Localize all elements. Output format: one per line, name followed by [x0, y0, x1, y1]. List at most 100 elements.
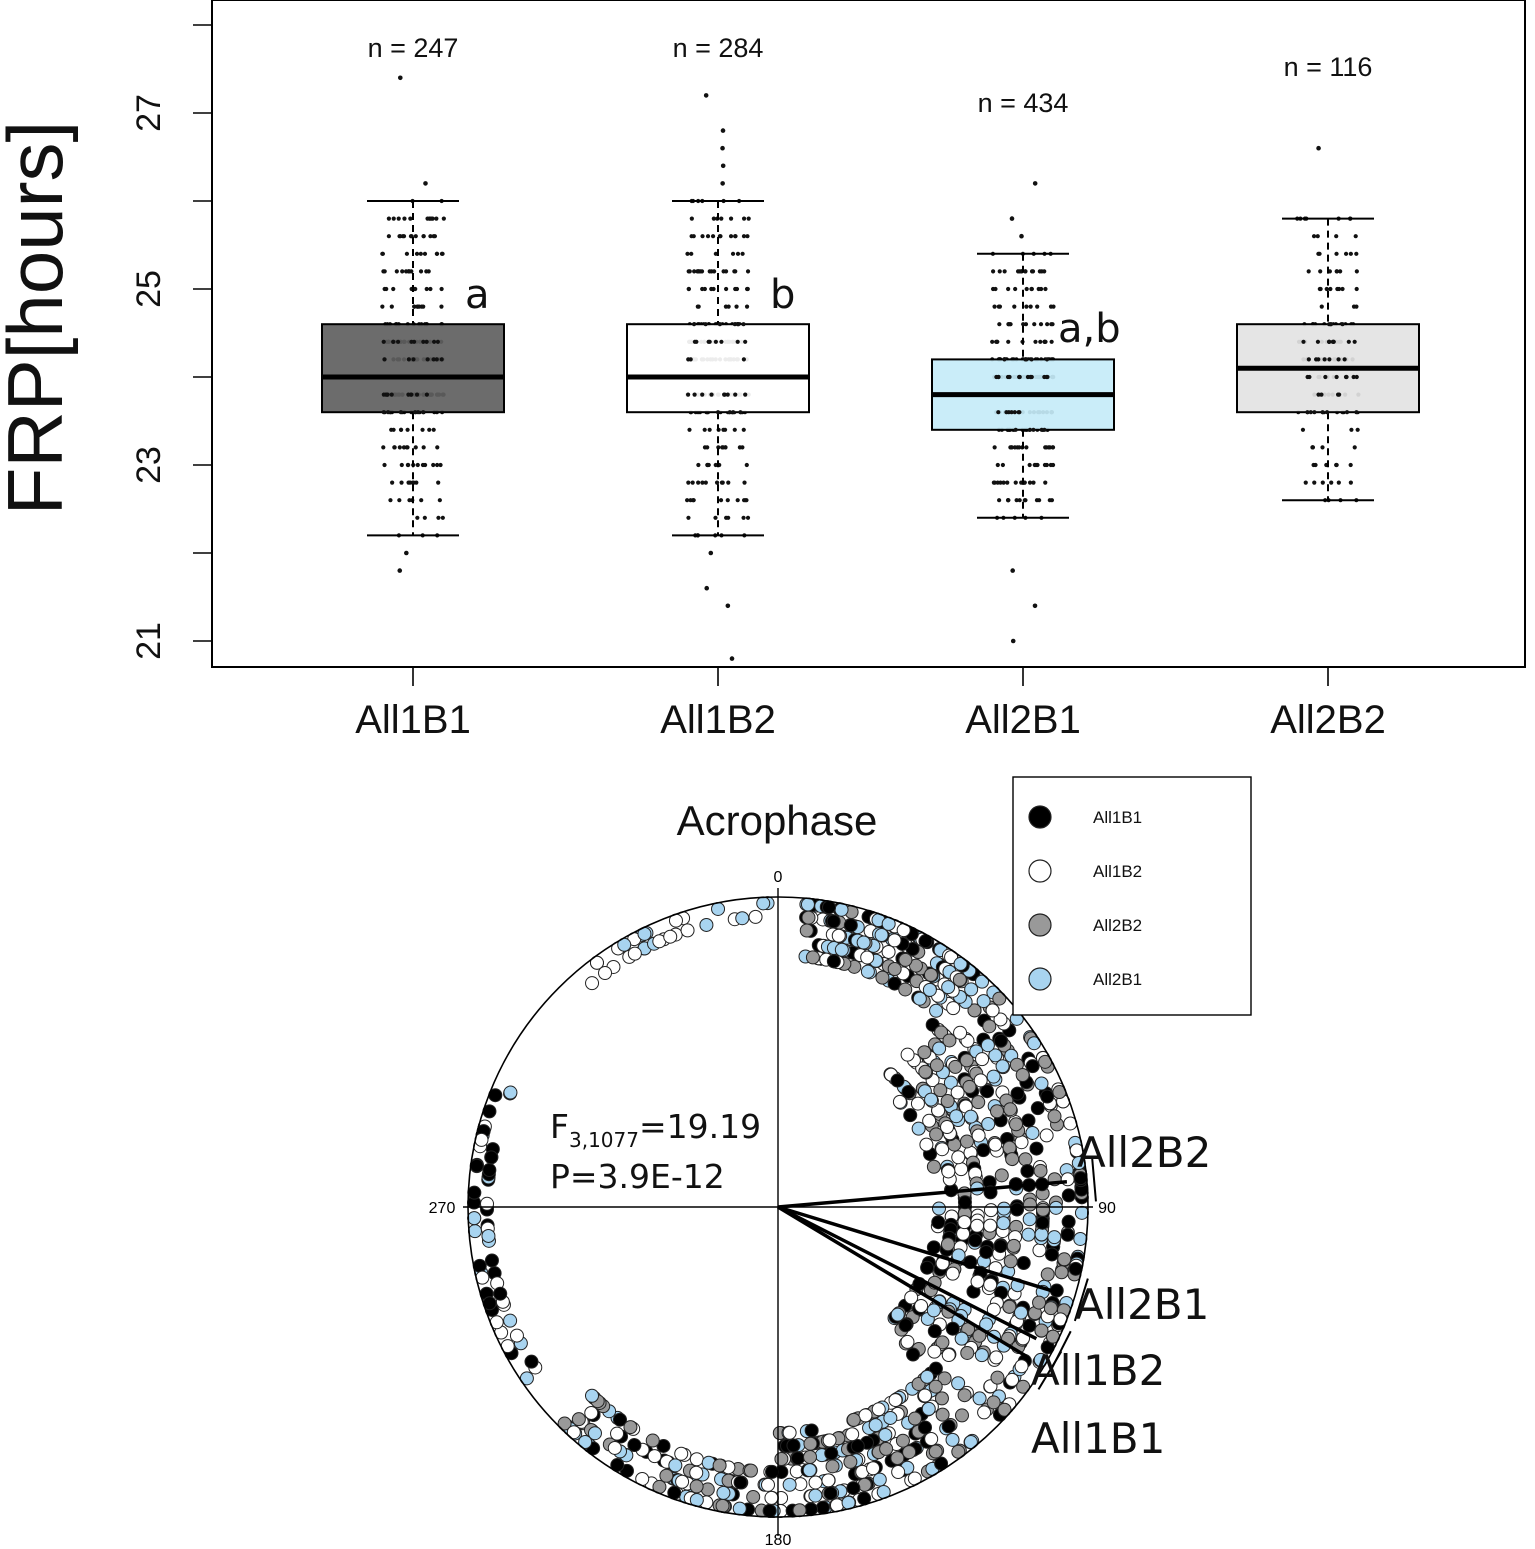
acrophase-point-All2B2 [898, 982, 913, 997]
data-point [1354, 410, 1359, 415]
data-point [1349, 427, 1354, 432]
data-point [1338, 269, 1343, 274]
acrophase-point-All2B1 [856, 935, 871, 950]
acrophase-point-All2B2 [898, 952, 913, 967]
y-tick-label-27: 27 [130, 94, 168, 132]
outlier-point [720, 128, 726, 133]
data-point [692, 392, 697, 397]
acrophase-point-All1B1 [484, 1150, 499, 1165]
acrophase-point-All2B2 [986, 1395, 1001, 1410]
data-point [1028, 304, 1033, 309]
data-point [382, 357, 387, 362]
n-label-All1B1: n = 247 [368, 33, 459, 63]
acrophase-point-All1B1 [976, 1143, 991, 1158]
data-point [421, 234, 426, 239]
acrophase-point-All1B2 [607, 1440, 622, 1455]
acrophase-point-All2B2 [1015, 1067, 1030, 1082]
outlier-point [720, 145, 725, 151]
y-axis-label: FRP[hours] [0, 121, 79, 515]
data-point [734, 286, 740, 292]
data-point [1343, 374, 1349, 380]
data-point [413, 234, 418, 239]
data-point [431, 339, 437, 344]
data-point [400, 269, 405, 274]
data-point [1043, 480, 1048, 485]
acrophase-point-All2B1 [995, 1059, 1010, 1074]
acrophase-point-All1B2 [989, 1350, 1004, 1365]
data-point [995, 462, 1000, 468]
data-point [1030, 269, 1036, 274]
data-point [992, 445, 997, 450]
data-point [732, 322, 737, 327]
data-point [1343, 251, 1349, 256]
acrophase-point-All2B1 [1034, 1076, 1049, 1091]
acrophase-point-All1B2 [914, 1298, 929, 1313]
data-point [415, 410, 421, 415]
y-tick-label-25: 25 [130, 270, 168, 308]
data-point [1045, 374, 1050, 380]
data-point [1320, 480, 1325, 485]
acrophase-point-All1B2 [924, 1431, 939, 1446]
acrophase-point-All1B1 [1060, 1227, 1075, 1242]
legend-marker-All2B1 [1028, 967, 1052, 991]
data-point [403, 269, 409, 274]
data-point [1006, 339, 1011, 344]
acrophase-point-All2B2 [843, 1454, 858, 1469]
data-point [1306, 357, 1311, 362]
data-point [713, 339, 718, 344]
acrophase-point-All2B1 [699, 917, 714, 932]
data-point [398, 410, 403, 415]
acrophase-point-All2B2 [887, 962, 902, 977]
data-point [1334, 374, 1339, 380]
acrophase-point-All2B1 [980, 1038, 995, 1053]
acrophase-point-All1B2 [977, 1405, 992, 1420]
acrophase-point-All2B1 [503, 1313, 518, 1328]
acrophase-point-All2B2 [1033, 1163, 1048, 1178]
acrophase-point-All1B1 [493, 1286, 508, 1301]
data-point [699, 269, 705, 274]
data-point [710, 234, 716, 239]
data-point [1328, 322, 1333, 327]
data-point [1311, 234, 1317, 239]
data-point [997, 269, 1002, 274]
data-point [409, 392, 414, 397]
data-point [420, 462, 426, 468]
data-point [1336, 480, 1341, 485]
acrophase-point-All1B1 [980, 1084, 995, 1099]
acrophase-point-All1B2 [975, 1052, 990, 1067]
acrophase-point-All2B1 [1021, 1227, 1036, 1242]
acrophase-point-All2B2 [803, 1449, 818, 1464]
data-point [1334, 462, 1339, 468]
acrophase-point-All2B1 [1047, 1230, 1062, 1245]
acrophase-point-All2B2 [557, 1416, 572, 1431]
data-point [390, 480, 395, 485]
data-point [432, 234, 438, 239]
group-label-all2b1: All2B1 [1075, 1280, 1209, 1329]
data-point [1319, 304, 1324, 309]
data-point [741, 322, 746, 327]
box-All1B2 [626, 323, 810, 414]
data-point [1017, 269, 1022, 274]
data-point [707, 427, 712, 432]
acrophase-point-All1B1 [918, 1420, 933, 1435]
outlier-point [703, 93, 709, 98]
data-point [408, 216, 413, 221]
acrophase-point-All2B1 [929, 1003, 944, 1018]
data-point [435, 462, 440, 468]
ci-bracket-All1B1 [1037, 1350, 1063, 1390]
acrophase-point-All2B1 [732, 1501, 747, 1516]
data-point [407, 269, 412, 274]
acrophase-point-All1B2 [831, 928, 846, 943]
acrophase-point-All2B2 [1040, 1267, 1055, 1282]
acrophase-point-All1B1 [815, 1500, 830, 1515]
data-point [428, 234, 433, 239]
data-point [434, 216, 439, 221]
acrophase-point-All2B1 [974, 1348, 989, 1363]
legend: All1B1 All1B2 All2B2 All2B1 [1012, 776, 1252, 1016]
data-point [705, 445, 710, 450]
data-point [702, 427, 707, 432]
acrophase-point-All1B2 [935, 1142, 950, 1157]
acrophase-point-All1B2 [954, 1162, 969, 1177]
data-point [1320, 410, 1325, 415]
x-tick-label-All2B2: All2B2 [1270, 698, 1386, 742]
